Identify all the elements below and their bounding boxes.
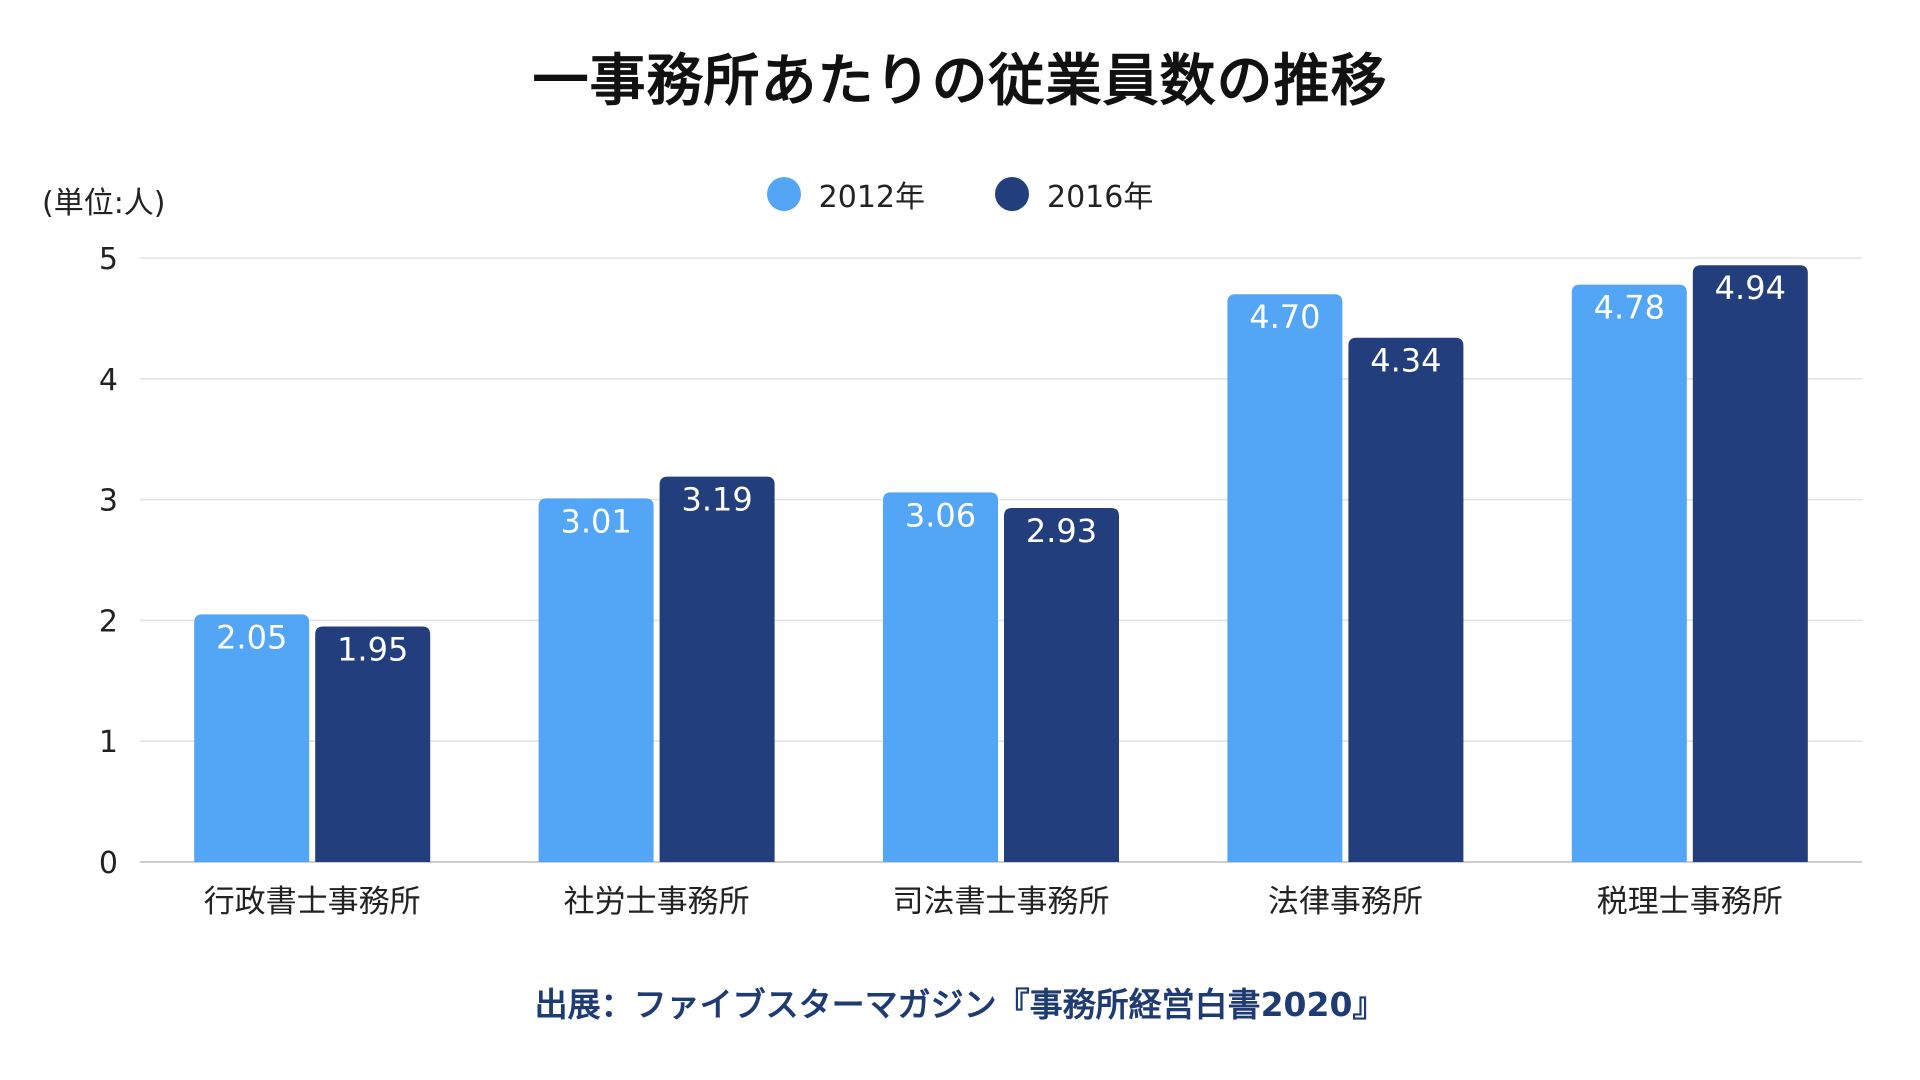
y-tick-label: 2 <box>99 604 118 639</box>
data-label: 4.94 <box>1715 269 1786 307</box>
bar-2016-1 <box>659 476 775 862</box>
y-tick-label: 4 <box>99 363 118 398</box>
x-category-label: 法律事務所 <box>1268 884 1423 920</box>
bar-2016-3 <box>1348 337 1464 862</box>
x-category-label: 社労士事務所 <box>564 884 750 920</box>
unit-label: (単位:人) <box>42 186 166 221</box>
legend-label-2016: 2016年 <box>1047 180 1154 215</box>
x-category-label: 税理士事務所 <box>1597 884 1783 920</box>
data-label: 3.19 <box>681 481 752 519</box>
data-label: 2.05 <box>216 618 287 656</box>
legend-swatch-2012 <box>766 177 801 211</box>
legend-item-2012: 2012年 <box>766 172 925 216</box>
bar-2012-1 <box>538 498 654 862</box>
source-note: 出展：ファイブスターマガジン『事務所経営白書2020』 <box>534 985 1386 1024</box>
y-tick-label: 1 <box>99 725 118 760</box>
data-label: 4.78 <box>1594 289 1665 327</box>
data-label: 1.95 <box>337 630 408 668</box>
legend: 2012年 2016年 <box>0 172 1920 216</box>
chart-title: 一事務所あたりの従業員数の推移 <box>532 49 1388 114</box>
legend-swatch-2016 <box>995 177 1029 211</box>
bar-2016-2 <box>1004 508 1119 862</box>
bar-2012-0 <box>194 614 310 862</box>
bar-2012-4 <box>1571 284 1687 862</box>
data-label: 3.01 <box>560 502 631 540</box>
y-tick-label: 5 <box>99 242 118 277</box>
bar-2012-3 <box>1227 294 1343 862</box>
bar-2016-4 <box>1692 265 1808 862</box>
legend-label-2012: 2012年 <box>818 180 925 215</box>
bar-2012-2 <box>883 492 998 862</box>
data-label: 3.06 <box>905 496 976 534</box>
x-category-label: 司法書士事務所 <box>893 884 1110 920</box>
legend-item-2016: 2016年 <box>995 172 1153 216</box>
data-label: 4.34 <box>1370 342 1441 380</box>
y-tick-label: 0 <box>99 846 118 881</box>
x-category-label: 行政書士事務所 <box>204 884 421 920</box>
y-tick-label: 3 <box>99 484 118 519</box>
data-label: 4.70 <box>1249 298 1320 336</box>
bar-2016-0 <box>315 626 431 862</box>
data-label: 2.93 <box>1026 512 1097 550</box>
